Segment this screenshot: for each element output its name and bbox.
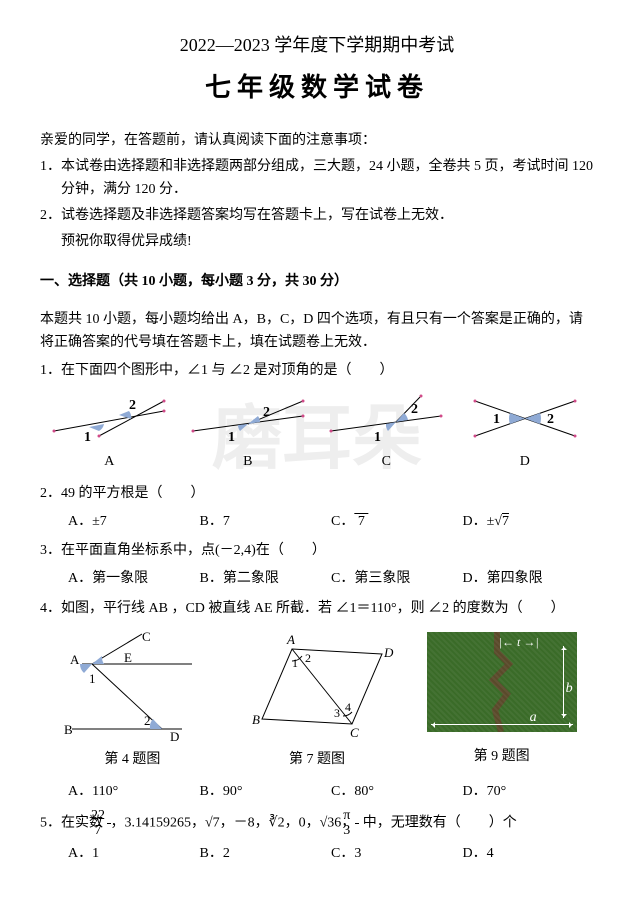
q3-opt-b: B．第二象限 — [200, 567, 332, 591]
q1-fig-a: 1 2 A — [40, 391, 179, 474]
q4-fig4-label: 第 4 题图 — [40, 748, 225, 772]
q3-opt-d: D．第四象限 — [463, 567, 595, 591]
exam-header-line2: 七年级数学试卷 — [40, 65, 594, 109]
notice-wish: 预祝你取得优异成绩! — [40, 230, 594, 254]
svg-text:2: 2 — [305, 651, 311, 665]
svg-text:2: 2 — [411, 402, 418, 417]
svg-text:2: 2 — [144, 713, 151, 728]
q1-svg-d: 1 2 — [465, 391, 585, 446]
svg-text:C: C — [142, 629, 151, 644]
q1-label-d: D — [456, 450, 595, 474]
q4-opt-d: D．70° — [463, 780, 595, 804]
q2-opt-c: C． 7 — [331, 510, 463, 534]
q4-fig4: A B C D E 1 2 第 4 题图 — [40, 629, 225, 772]
svg-text:1: 1 — [292, 656, 298, 670]
svg-text:1: 1 — [89, 671, 96, 686]
q1-svg-b: 1 2 — [188, 391, 308, 446]
q4-fig7-label: 第 7 题图 — [225, 748, 410, 772]
q1-svg-c: 1 2 — [326, 391, 446, 446]
q4-opt-c: C．80° — [331, 780, 463, 804]
svg-text:1: 1 — [374, 430, 381, 445]
svg-text:E: E — [124, 650, 132, 665]
notice-greeting: 亲爱的同学，在答题前，请认真阅读下面的注意事项： — [40, 129, 594, 153]
q2-opt-b: B．7 — [200, 510, 332, 534]
q1-svg-a: 1 2 — [49, 391, 169, 446]
q1-figures: 1 2 A 1 2 B 1 2 C — [40, 391, 594, 474]
q1-label-b: B — [179, 450, 318, 474]
svg-text:D: D — [383, 645, 394, 660]
q4-figures: A B C D E 1 2 第 4 题图 A D B C 1 2 3 4 第 7… — [40, 629, 594, 772]
q1-label-a: A — [40, 450, 179, 474]
q1-fig-c: 1 2 C — [317, 391, 456, 474]
svg-text:C: C — [350, 725, 359, 740]
svg-text:A: A — [70, 652, 80, 667]
q2-opt-d: D．±√7 — [463, 510, 595, 534]
q5-opt-a: A．1 — [68, 842, 200, 866]
q1-fig-d: 1 2 D — [456, 391, 595, 474]
q5-opt-b: B．2 — [200, 842, 332, 866]
svg-text:4: 4 — [345, 700, 351, 714]
q3-text: 3．在平面直角坐标系中，点(－2,4)在（ ） — [40, 539, 594, 563]
svg-text:1: 1 — [228, 430, 235, 445]
q4-text: 4．如图，平行线 AB ，CD 被直线 AE 所截．若 ∠1＝110°，则 ∠2… — [40, 597, 594, 621]
svg-text:2: 2 — [129, 398, 136, 413]
notice-item-2: 2．试卷选择题及非选择题答案均写在答题卡上，写在试卷上无效． — [40, 204, 594, 228]
q5-opt-d: D．4 — [463, 842, 595, 866]
q4-opt-a: A．110° — [68, 780, 200, 804]
q2-opt-a: A．±7 — [68, 510, 200, 534]
exam-header-line1: 2022—2023 学年度下学期期中考试 — [40, 30, 594, 61]
svg-text:2: 2 — [547, 412, 554, 427]
q3-opt-c: C．第三象限 — [331, 567, 463, 591]
q1-fig-b: 1 2 B — [179, 391, 318, 474]
q3-opt-a: A．第一象限 — [68, 567, 200, 591]
svg-text:1: 1 — [493, 412, 500, 427]
svg-text:B: B — [252, 712, 260, 727]
svg-text:3: 3 — [334, 706, 340, 720]
section1-intro: 本题共 10 小题，每小题均给出 A，B，C，D 四个选项，有且只有一个答案是正… — [40, 308, 594, 356]
q2-text: 2．49 的平方根是（ ） — [40, 482, 594, 506]
svg-text:B: B — [64, 722, 73, 737]
svg-text:A: A — [286, 632, 295, 647]
svg-text:D: D — [170, 729, 179, 744]
q4-fig9: |← t →| b a 第 9 题图 — [409, 632, 594, 769]
svg-text:2: 2 — [263, 405, 270, 420]
q5-opt-c: C．3 — [331, 842, 463, 866]
q4-fig7: A D B C 1 2 3 4 第 7 题图 — [225, 629, 410, 772]
q1-label-c: C — [317, 450, 456, 474]
section1-title: 一、选择题（共 10 小题，每小题 3 分，共 30 分） — [40, 270, 594, 294]
q4-fig9-label: 第 9 题图 — [409, 745, 594, 769]
svg-text:1: 1 — [84, 430, 91, 445]
q4-opt-b: B．90° — [200, 780, 332, 804]
q1-text: 1．在下面四个图形中，∠1 与 ∠2 是对顶角的是（ ） — [40, 359, 594, 383]
q5-text: 5．在实数 227，3.14159265，√7，－8，∛2，0，√36，π3 中… — [40, 809, 594, 838]
notice-item-1: 1．本试卷由选择题和非选择题两部分组成，三大题，24 小题，全卷共 5 页，考试… — [40, 155, 594, 203]
